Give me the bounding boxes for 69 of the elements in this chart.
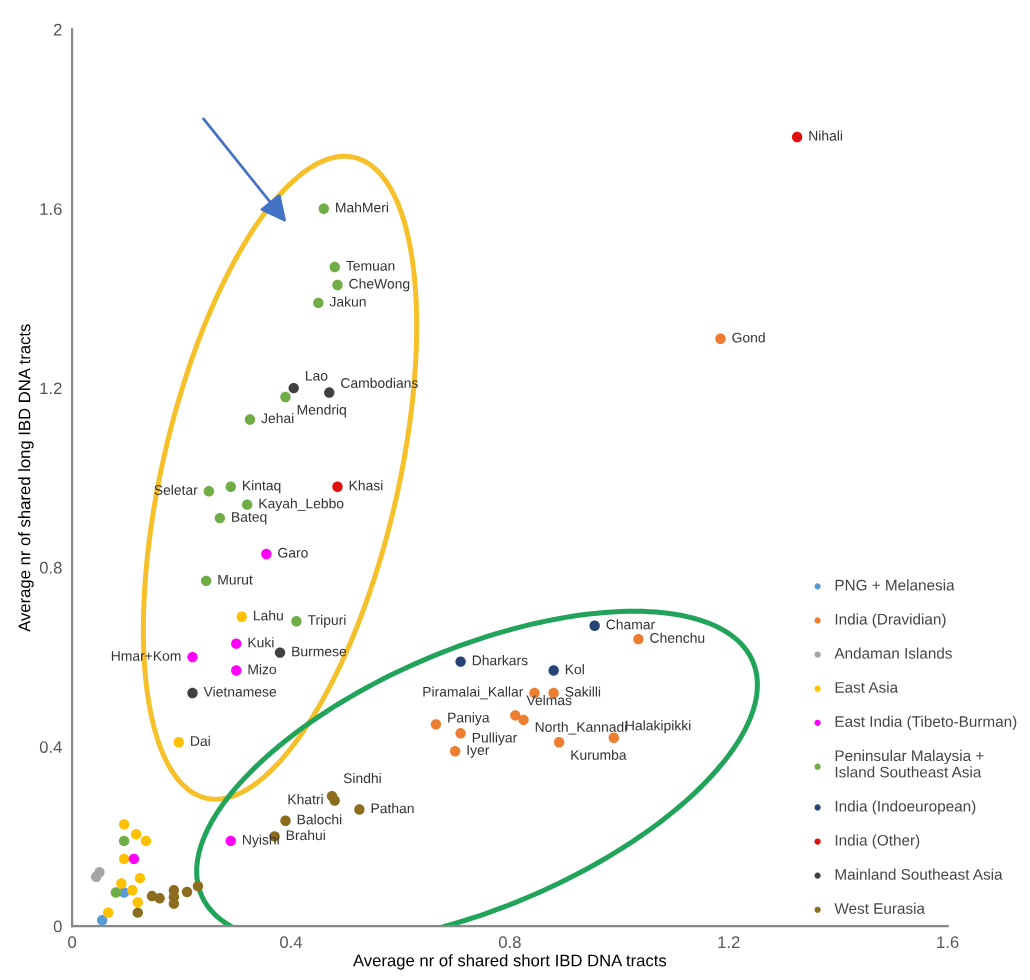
point	[280, 391, 291, 403]
point	[134, 872, 146, 884]
point	[329, 261, 340, 273]
point	[154, 893, 165, 904]
y-tick-label: 2	[53, 23, 62, 36]
point	[242, 499, 253, 510]
point	[118, 853, 130, 865]
point	[130, 828, 142, 840]
point	[97, 915, 108, 926]
point	[200, 575, 212, 587]
point	[288, 382, 299, 394]
point	[236, 611, 247, 622]
point	[324, 387, 335, 398]
x-tick-label: 0.8	[498, 936, 521, 949]
point	[318, 203, 329, 214]
y-tick-label: 0.4	[39, 741, 62, 753]
point	[132, 907, 143, 918]
point	[225, 835, 236, 847]
point	[274, 647, 286, 658]
x-tick-label: 1.6	[937, 936, 959, 949]
point	[127, 885, 138, 896]
point	[187, 687, 198, 699]
point	[455, 656, 466, 667]
point	[203, 486, 215, 497]
point	[332, 481, 343, 492]
x-tick-label: 0.4	[280, 936, 303, 949]
point	[510, 710, 521, 721]
point	[589, 620, 600, 631]
point	[329, 795, 340, 806]
point	[116, 878, 127, 889]
y-tick-label: 0	[53, 920, 62, 933]
point	[280, 815, 291, 826]
point	[332, 279, 343, 291]
point	[173, 737, 184, 748]
point	[791, 131, 803, 143]
y-tick-label: 1.6	[40, 203, 62, 215]
point	[313, 297, 324, 309]
y-tick-label: 0.8	[39, 561, 62, 574]
point	[548, 665, 559, 676]
point	[291, 616, 302, 627]
point	[103, 907, 114, 918]
point	[244, 414, 256, 425]
point	[633, 633, 644, 645]
point	[192, 881, 204, 892]
y-tick-label: 1.2	[40, 382, 62, 395]
point	[187, 651, 198, 663]
point	[430, 719, 442, 730]
point	[118, 819, 130, 830]
x-tick-label: 1.2	[718, 936, 740, 948]
point	[110, 887, 122, 898]
point	[455, 728, 466, 739]
point	[518, 714, 529, 726]
point	[140, 835, 152, 847]
point	[128, 853, 140, 865]
point	[225, 481, 236, 492]
point	[354, 804, 365, 815]
x-axis-title: Average nr of shared short IBD DNA tracts	[353, 954, 667, 970]
point	[214, 512, 226, 524]
point	[449, 746, 461, 757]
y-axis-title: Average nr of shared long IBD DNA tracts	[18, 324, 34, 632]
point	[231, 665, 242, 676]
point	[715, 333, 726, 344]
point	[231, 638, 242, 649]
point	[132, 897, 143, 908]
point	[261, 548, 272, 560]
point	[118, 835, 130, 847]
point	[553, 737, 565, 748]
point	[181, 886, 193, 898]
x-tick-label: 0	[68, 936, 77, 949]
